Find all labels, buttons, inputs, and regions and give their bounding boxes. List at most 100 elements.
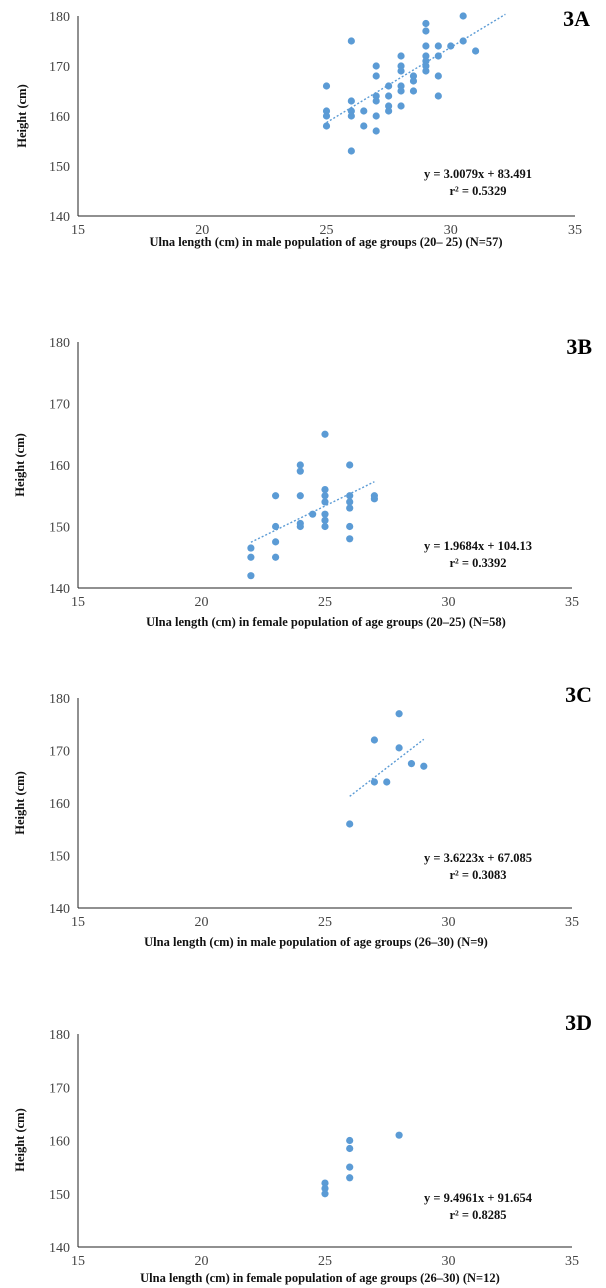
data-point <box>272 553 280 561</box>
data-point <box>472 47 480 55</box>
data-point <box>370 736 378 744</box>
x-tick-label: 15 <box>71 223 85 238</box>
data-point <box>397 87 405 95</box>
y-tick-label: 140 <box>49 1241 70 1256</box>
x-tick-label: 35 <box>565 915 579 930</box>
data-point <box>370 778 378 786</box>
data-point <box>296 461 304 469</box>
data-point <box>397 82 405 90</box>
x-tick-label: 20 <box>195 595 209 610</box>
data-point <box>322 112 331 120</box>
panel-label: 3D <box>565 1010 592 1035</box>
data-point <box>397 52 405 60</box>
x-tick-label: 20 <box>195 1254 209 1269</box>
data-point <box>372 112 380 120</box>
data-point <box>372 97 380 105</box>
data-point <box>321 498 329 506</box>
data-point <box>459 37 467 45</box>
data-point <box>346 820 354 828</box>
x-axis-label: Ulna length (cm) in female population of… <box>140 1271 500 1285</box>
data-point <box>247 544 255 552</box>
data-point <box>422 27 430 35</box>
y-tick-label: 180 <box>49 1028 70 1043</box>
x-tick-label: 30 <box>442 595 456 610</box>
x-tick-label: 15 <box>71 595 85 610</box>
data-point <box>296 522 304 531</box>
data-point <box>370 495 378 503</box>
data-point <box>296 467 304 475</box>
data-point <box>321 486 329 494</box>
data-point <box>372 62 380 70</box>
y-tick-label: 160 <box>49 459 70 474</box>
data-point <box>247 553 255 561</box>
panel-label: 3A <box>563 6 590 31</box>
y-tick-label: 170 <box>49 60 70 75</box>
data-point <box>321 1184 329 1193</box>
y-tick-label: 150 <box>49 850 70 865</box>
x-tick-label: 15 <box>71 1254 85 1269</box>
data-point <box>346 1144 354 1153</box>
scatter-chart-3c: 15 20 25 30 35 140 150 160 170 180 Height (cm) Ul… <box>13 682 592 949</box>
data-point <box>409 87 418 95</box>
trendline <box>326 13 506 124</box>
data-point <box>321 1179 329 1187</box>
data-point <box>321 492 329 500</box>
y-tick-label: 160 <box>49 110 70 125</box>
data-point <box>321 516 329 524</box>
data-point <box>447 42 455 50</box>
trend-equation: y = 1.9684x + 104.13 <box>424 539 532 553</box>
x-tick-label: 25 <box>318 915 332 930</box>
data-point <box>422 62 430 70</box>
y-axis-label: Height (cm) <box>13 771 27 835</box>
data-point <box>407 760 416 768</box>
data-point <box>395 710 403 718</box>
y-tick-label: 180 <box>49 692 70 707</box>
scatter-chart-3a: 15 20 25 30 35 140 150 160 170 180 Height (cm) Ul… <box>15 6 590 249</box>
data-point <box>347 37 355 45</box>
data-point <box>272 492 280 500</box>
data-point <box>372 127 380 135</box>
data-point <box>272 538 280 546</box>
data-point <box>422 52 430 60</box>
y-tick-label: 180 <box>49 336 70 351</box>
data-point <box>434 92 442 100</box>
data-point <box>385 102 393 110</box>
y-tick-label: 160 <box>49 1135 70 1150</box>
data-point <box>372 72 380 80</box>
data-point <box>247 572 255 580</box>
data-point <box>434 42 442 50</box>
x-tick-label: 30 <box>442 1254 456 1269</box>
scatter-chart-3b: 15 20 25 30 35 140 150 160 170 180 Height (cm) Ul… <box>13 334 592 629</box>
data-point <box>395 744 403 752</box>
data-point <box>422 19 430 28</box>
data-point <box>385 107 393 115</box>
x-tick-label: 20 <box>195 915 209 930</box>
data-point <box>321 430 329 438</box>
data-point <box>347 107 355 115</box>
data-point <box>346 522 354 531</box>
y-tick-label: 180 <box>49 10 70 25</box>
data-point <box>422 42 430 50</box>
data-point <box>346 1174 354 1182</box>
data-point <box>360 122 368 130</box>
data-point <box>346 492 354 500</box>
data-point <box>395 1131 403 1139</box>
x-tick-label: 30 <box>444 223 458 238</box>
chart-panel-3d: 15 20 25 30 35 140 150 160 170 180 Height (cm) Ul… <box>0 1000 606 1288</box>
y-tick-label: 150 <box>49 1188 70 1203</box>
data-point <box>346 504 354 512</box>
data-point <box>347 147 355 155</box>
data-point <box>420 762 428 770</box>
x-axis-label: Ulna length (cm) in male population of a… <box>149 235 502 249</box>
data-point <box>409 72 418 80</box>
y-tick-label: 140 <box>49 210 70 225</box>
data-point <box>434 72 442 80</box>
data-point <box>346 1163 354 1171</box>
x-tick-label: 15 <box>71 915 85 930</box>
data-point <box>434 52 442 60</box>
y-axis-label: Height (cm) <box>13 433 27 497</box>
y-tick-label: 160 <box>49 797 70 812</box>
trend-equation: y = 9.4961x + 91.654 <box>424 1191 533 1205</box>
data-point <box>309 510 317 518</box>
y-tick-label: 140 <box>49 902 70 917</box>
